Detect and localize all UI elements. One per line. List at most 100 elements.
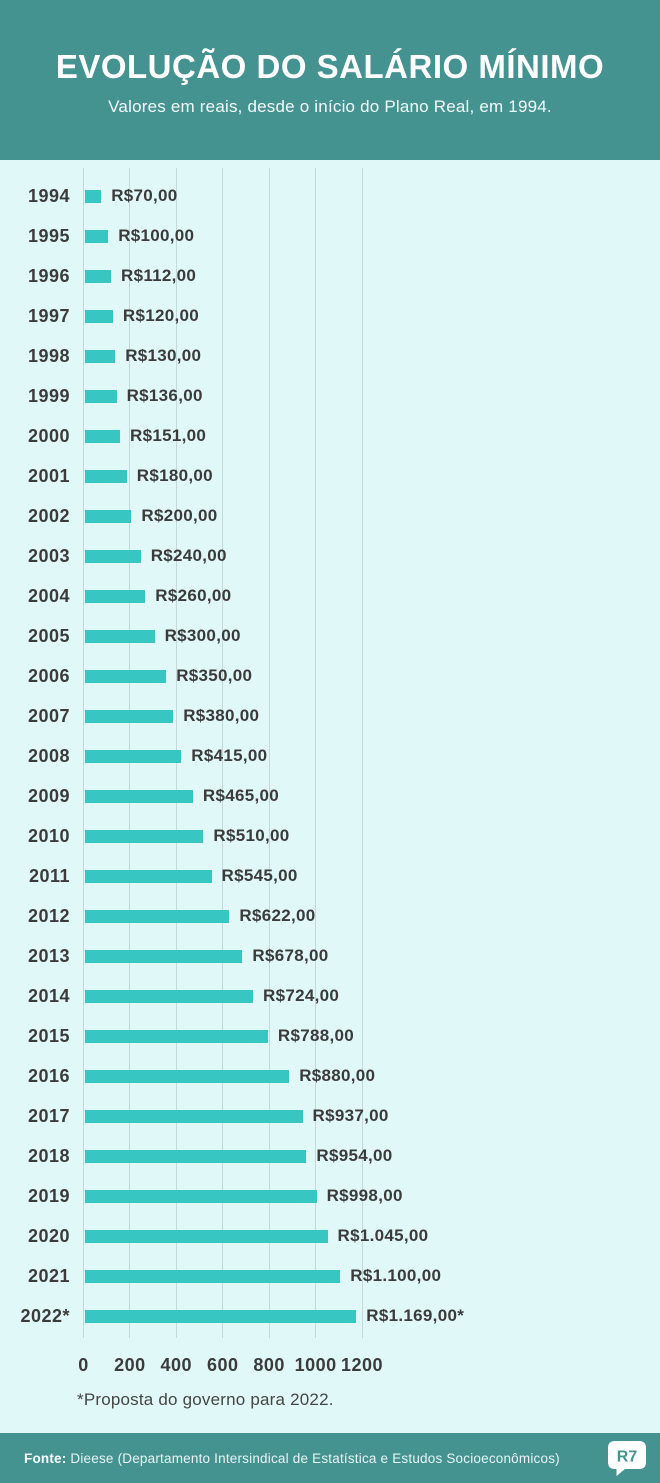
chart-row: 2014 R$724,00 xyxy=(0,978,339,1014)
value-label: R$880,00 xyxy=(299,1066,376,1085)
value-label: R$1.100,00 xyxy=(350,1266,442,1285)
year-label: 1994 xyxy=(27,185,70,206)
bar xyxy=(85,1309,357,1323)
value-label: R$937,00 xyxy=(312,1106,389,1125)
bar xyxy=(85,229,109,243)
chart-row: 2007 R$380,00 xyxy=(0,698,259,734)
chart-row: 2011 R$545,00 xyxy=(0,858,298,894)
chart-row: 1999 R$136,00 xyxy=(0,378,203,414)
x-tick-label: 1200 xyxy=(340,1355,384,1375)
chart-row: 2020 R$1.045,00 xyxy=(0,1218,428,1254)
year-label: 2020 xyxy=(27,1225,70,1246)
bar xyxy=(85,1229,328,1243)
x-tick-label: 600 xyxy=(207,1355,239,1375)
value-label: R$954,00 xyxy=(316,1146,393,1165)
bar xyxy=(85,709,174,723)
chart-row: 2017 R$937,00 xyxy=(0,1098,389,1134)
chart-row: 2012 R$622,00 xyxy=(0,898,316,934)
year-label: 2004 xyxy=(27,585,70,606)
chart-row: 1997 R$120,00 xyxy=(0,298,199,334)
chart-row: 2001 R$180,00 xyxy=(0,458,213,494)
year-label: 2008 xyxy=(27,745,70,766)
chart-row: 2018 R$954,00 xyxy=(0,1138,393,1174)
year-label: 2011 xyxy=(28,865,70,886)
year-label: 2010 xyxy=(27,825,70,846)
value-label: R$100,00 xyxy=(118,226,195,245)
bar xyxy=(85,869,212,883)
year-label: 2005 xyxy=(27,625,70,646)
header: EVOLUÇÃO DO SALÁRIO MÍNIMO Valores em re… xyxy=(0,0,660,160)
value-label: R$180,00 xyxy=(136,466,213,485)
chart-row: 2008 R$415,00 xyxy=(0,738,267,774)
year-label: 1995 xyxy=(27,225,70,246)
value-label: R$260,00 xyxy=(155,586,232,605)
year-label: 2002 xyxy=(27,505,70,526)
bar xyxy=(85,469,127,483)
gridline xyxy=(315,168,317,1338)
year-label: 2019 xyxy=(27,1185,70,1206)
x-tick-label: 0 xyxy=(78,1355,89,1375)
bar xyxy=(85,1029,268,1043)
bar xyxy=(85,549,141,563)
bar xyxy=(85,909,230,923)
bar xyxy=(85,1269,341,1283)
value-label: R$415,00 xyxy=(191,746,268,765)
bar xyxy=(85,989,253,1003)
chart-row: 2005 R$300,00 xyxy=(0,618,241,654)
year-label: 2016 xyxy=(27,1065,70,1086)
value-label: R$350,00 xyxy=(176,666,253,685)
page-subtitle: Valores em reais, desde o início do Plan… xyxy=(108,97,552,116)
value-label: R$112,00 xyxy=(121,266,197,285)
chart-row: 2013 R$678,00 xyxy=(0,938,329,974)
year-label: 2022* xyxy=(20,1305,70,1326)
value-label: R$788,00 xyxy=(277,1026,355,1045)
chart-row: 2003 R$240,00 xyxy=(0,538,227,574)
year-label: 2021 xyxy=(27,1265,70,1286)
gridline xyxy=(361,168,363,1338)
year-label: 2015 xyxy=(27,1025,70,1046)
year-label: 1997 xyxy=(27,305,70,326)
chart-row: 2002 R$200,00 xyxy=(0,498,218,534)
gridline xyxy=(222,168,224,1338)
chart-row: 1998 R$130,00 xyxy=(0,338,201,374)
value-label: R$545,00 xyxy=(221,866,298,885)
bar xyxy=(85,1149,307,1163)
bar xyxy=(85,789,193,803)
bar xyxy=(85,629,155,643)
chart-row: 1995 R$100,00 xyxy=(0,218,194,254)
bar xyxy=(85,189,102,203)
bar xyxy=(85,269,111,283)
gridline xyxy=(83,168,84,1338)
chart-row: 1996 R$112,00 xyxy=(0,258,196,294)
x-tick-label: 200 xyxy=(114,1355,146,1375)
page-title: EVOLUÇÃO DO SALÁRIO MÍNIMO xyxy=(55,48,605,85)
year-label: 2006 xyxy=(27,665,70,686)
chart-row: 2019 R$998,00 xyxy=(0,1178,403,1214)
value-label: R$130,00 xyxy=(125,346,202,365)
chart-row: 2000 R$151,00 xyxy=(0,418,206,454)
source-text: Fonte: Dieese (Departamento Intersindica… xyxy=(24,1451,608,1466)
bar xyxy=(85,389,117,403)
year-label: 2012 xyxy=(27,905,70,926)
value-label: R$678,00 xyxy=(252,946,329,965)
source-label: Fonte: xyxy=(24,1450,67,1466)
bar-chart: 1994 R$70,00 1995 R$100,00 1996 R$112,00 1997 R… xyxy=(0,160,660,1433)
year-label: 2013 xyxy=(27,945,70,966)
year-label: 2000 xyxy=(27,425,70,446)
bar xyxy=(85,1189,317,1203)
value-label: R$724,00 xyxy=(263,986,340,1005)
bar xyxy=(85,349,116,363)
chart-row: 2016 R$880,00 xyxy=(0,1058,375,1094)
chart-row: 2021 R$1.100,00 xyxy=(0,1258,441,1294)
bar xyxy=(85,949,243,963)
value-label: R$200,00 xyxy=(141,506,218,525)
year-label: 2009 xyxy=(27,785,70,806)
chart-row: 2015 R$788,00 xyxy=(0,1018,354,1054)
chart-row: 2004 R$260,00 xyxy=(0,578,231,614)
chart-row: 2009 R$465,00 xyxy=(0,778,279,814)
x-axis: 0 200 400 600 800 1000 1200 xyxy=(0,1355,660,1377)
bar xyxy=(85,829,204,843)
r7-logo: R7 xyxy=(608,1440,648,1476)
year-label: 2003 xyxy=(27,545,70,566)
